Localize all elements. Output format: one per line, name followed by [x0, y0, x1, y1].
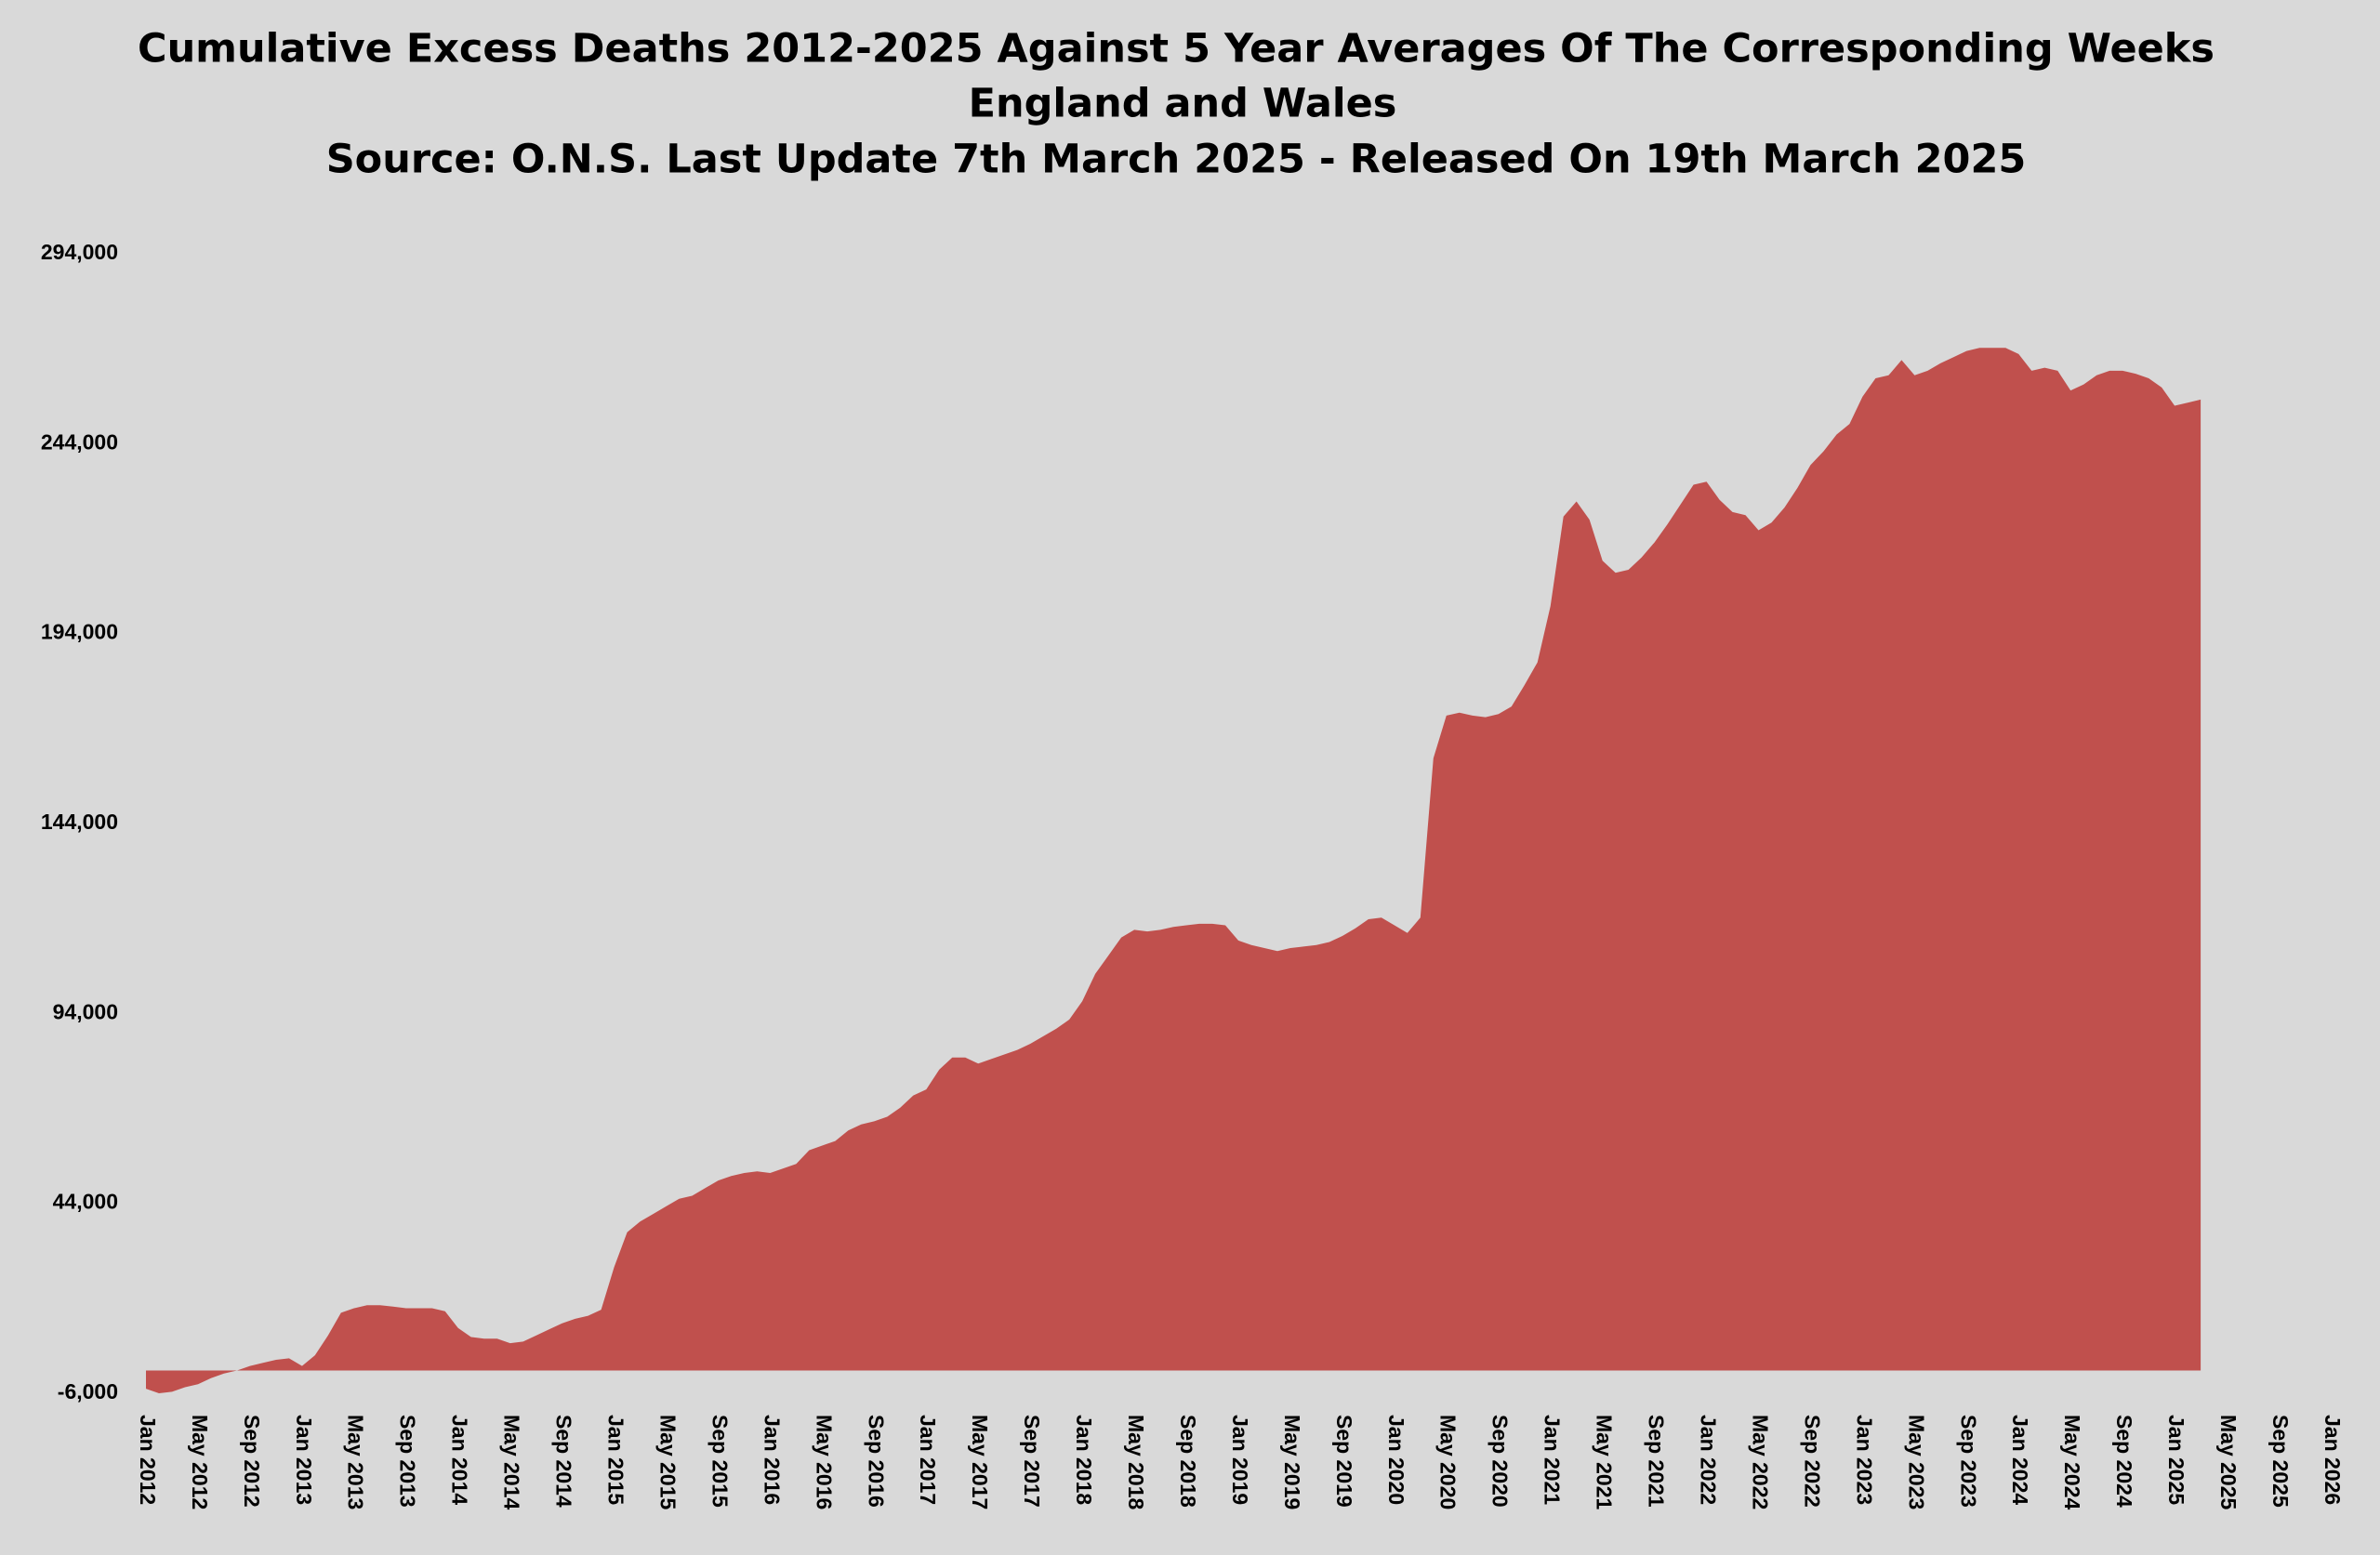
chart-subtitle: England and Wales	[969, 81, 1397, 127]
x-tick-label: Jan 2020	[1384, 1415, 1408, 1505]
x-tick-label: Jan 2026	[2320, 1415, 2345, 1505]
x-tick-label: May 2016	[812, 1415, 836, 1509]
x-tick-label: Sep 2025	[2268, 1415, 2293, 1508]
x-tick-label: Jan 2021	[1540, 1415, 1565, 1505]
x-tick-label: Jan 2012	[136, 1415, 160, 1505]
x-tick-label: Sep 2013	[396, 1415, 420, 1508]
x-tick-label: May 2018	[1124, 1415, 1148, 1510]
x-tick-label: May 2012	[188, 1415, 212, 1509]
x-tick-label: Jan 2017	[916, 1415, 940, 1505]
x-tick-label: Jan 2015	[603, 1415, 628, 1505]
x-tick-label: Sep 2012	[240, 1415, 264, 1508]
y-tick-label: -6,000	[58, 1379, 118, 1403]
area	[146, 348, 2202, 1393]
y-tick-label: 194,000	[41, 620, 118, 644]
chart-source: Source: O.N.S. Last Update 7th March 202…	[326, 137, 2027, 183]
x-tick-label: May 2023	[1904, 1415, 1928, 1509]
x-tick-label: Jan 2024	[2008, 1415, 2032, 1505]
x-tick-label: May 2013	[344, 1415, 368, 1509]
x-tick-label: Jan 2013	[292, 1415, 316, 1505]
x-tick-label: May 2019	[1280, 1415, 1304, 1509]
x-tick-label: Sep 2017	[1020, 1415, 1044, 1508]
y-tick-label: 44,000	[53, 1190, 118, 1214]
y-tick-label: 244,000	[41, 429, 118, 454]
x-tick-label: Sep 2015	[707, 1415, 732, 1508]
x-tick-label: May 2021	[1593, 1415, 1617, 1510]
x-tick-label: Sep 2023	[1956, 1415, 1980, 1508]
y-tick-label: 294,000	[41, 240, 118, 264]
x-tick-label: May 2025	[2216, 1415, 2241, 1510]
x-tick-label: Jan 2014	[448, 1415, 472, 1505]
x-tick-label: Sep 2014	[552, 1415, 576, 1508]
y-tick-label: 144,000	[41, 810, 118, 834]
x-tick-label: Jan 2016	[760, 1415, 784, 1505]
x-tick-label: Sep 2019	[1332, 1415, 1356, 1508]
x-tick-label: Sep 2016	[864, 1415, 888, 1508]
x-tick-label: Jan 2019	[1228, 1415, 1252, 1505]
x-tick-label: Sep 2018	[1176, 1415, 1200, 1508]
x-tick-label: Jan 2018	[1072, 1415, 1096, 1505]
x-tick-label: Sep 2024	[2112, 1415, 2136, 1508]
x-tick-label: May 2015	[655, 1415, 680, 1510]
x-tick-label: May 2014	[500, 1415, 524, 1510]
x-tick-label: Jan 2022	[1696, 1415, 1720, 1505]
x-tick-label: May 2017	[968, 1415, 992, 1509]
y-tick-label: 94,000	[53, 999, 118, 1023]
x-tick-label: May 2024	[2060, 1415, 2084, 1510]
x-tick-label: Jan 2023	[1852, 1415, 1876, 1505]
x-tick-label: Jan 2025	[2164, 1415, 2188, 1505]
x-tick-label: May 2020	[1436, 1415, 1461, 1509]
x-tick-label: May 2022	[1748, 1415, 1772, 1509]
x-tick-label: Sep 2022	[1800, 1415, 1824, 1508]
x-tick-label: Sep 2021	[1645, 1415, 1669, 1508]
x-tick-label: Sep 2020	[1488, 1415, 1513, 1508]
chart-title: Cumulative Excess Deaths 2012-2025 Again…	[138, 26, 2215, 72]
